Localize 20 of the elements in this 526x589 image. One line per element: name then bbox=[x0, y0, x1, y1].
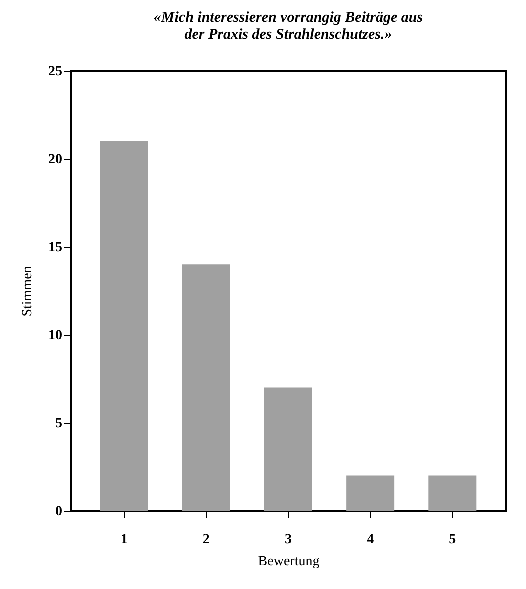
x-tick-label: 4 bbox=[367, 532, 374, 548]
x-tick-label: 2 bbox=[202, 532, 210, 548]
y-tick-label: 15 bbox=[48, 240, 62, 256]
x-tick-label: 5 bbox=[449, 532, 456, 548]
bar bbox=[100, 141, 148, 511]
y-tick-label: 10 bbox=[48, 328, 62, 344]
x-tick-label: 1 bbox=[120, 532, 128, 548]
bar bbox=[346, 476, 395, 511]
bar bbox=[428, 476, 477, 511]
x-axis-title: Bewertung bbox=[258, 554, 320, 570]
bar bbox=[182, 264, 230, 511]
text: «Mich interessieren vorrangig Beiträge aus bbox=[154, 10, 424, 26]
bar bbox=[264, 388, 312, 511]
y-tick-label: 0 bbox=[56, 504, 62, 520]
y-tick-label: 20 bbox=[48, 152, 62, 168]
text: der Praxis des Strahlenschutzes.» bbox=[184, 27, 392, 43]
x-tick-label: 3 bbox=[285, 532, 292, 548]
y-tick-label: 25 bbox=[48, 64, 62, 80]
y-tick-label: 5 bbox=[56, 416, 62, 432]
y-axis-title: Stimmen bbox=[20, 266, 36, 317]
